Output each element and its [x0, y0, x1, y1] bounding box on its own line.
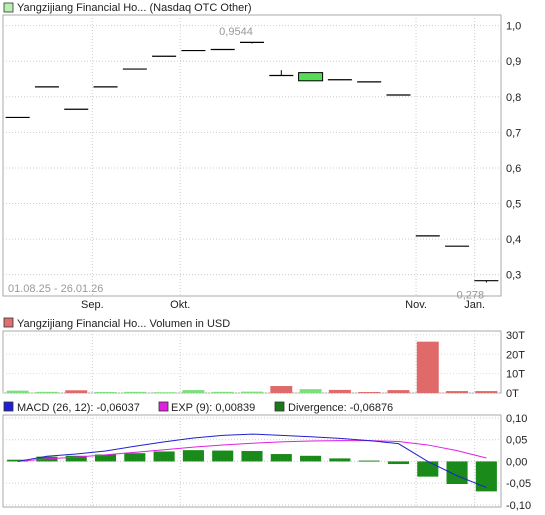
volume-y-tick: 30T	[506, 330, 525, 342]
divergence-bar	[300, 455, 322, 462]
price-panel-frame	[2, 14, 502, 297]
divergence-bar	[212, 450, 234, 462]
divergence-bar	[94, 454, 117, 462]
divergence-bar	[65, 455, 87, 462]
chart-marks	[5, 41, 499, 492]
volume-legend: Yangzijiang Financial Ho... Volumen in U…	[3, 317, 230, 330]
price-annotation: 0,9544	[219, 26, 253, 38]
divergence-legend-label: Divergence: -0,06876	[288, 402, 393, 414]
volume-bar	[123, 391, 146, 393]
divergence-bar	[358, 460, 380, 462]
volume-y-tick: 10T	[506, 369, 525, 381]
macd-y-tick: 0,10	[506, 413, 527, 425]
price-y-tick: 0,9	[506, 56, 521, 68]
macd-legend-swatch	[3, 401, 14, 412]
price-y-tick: 1,0	[506, 21, 521, 33]
divergence-bar	[182, 450, 204, 462]
price-y-tick: 0,5	[506, 199, 521, 211]
price-annotation: 0,278	[457, 289, 485, 301]
volume-legend-label: Yangzijiang Financial Ho... Volumen in U…	[17, 318, 230, 330]
volume-bar	[387, 390, 410, 393]
divergence-legend-swatch	[274, 401, 285, 412]
volume-bar	[299, 389, 322, 393]
volume-legend-swatch	[3, 317, 14, 328]
volume-bar	[446, 391, 469, 393]
volume-bar	[182, 390, 205, 393]
volume-bar	[475, 391, 498, 393]
divergence-bar	[387, 461, 410, 465]
volume-bar	[153, 392, 176, 393]
price-y-tick: 0,8	[506, 92, 521, 104]
volume-y-tick: 20T	[506, 349, 525, 361]
divergence-bar	[153, 451, 175, 462]
exp-legend-label: EXP (9): 0,00839	[171, 402, 255, 414]
macd-y-tick: 0,05	[506, 435, 527, 447]
volume-bar	[6, 390, 29, 393]
volume-bar	[65, 390, 88, 393]
macd-legend-label: MACD (26, 12): -0,06037	[17, 402, 140, 414]
x-tick-label: Sep.	[81, 299, 104, 311]
price-legend: Yangzijiang Financial Ho... (Nasdaq OTC …	[3, 2, 252, 14]
x-tick-label: Nov.	[405, 299, 427, 311]
macd-y-tick: 0,00	[506, 456, 527, 468]
divergence-bar	[446, 461, 468, 484]
price-y-tick: 0,3	[506, 270, 521, 282]
divergence-bar	[241, 451, 263, 462]
price-y-tick: 0,4	[506, 234, 521, 246]
divergence-bar	[270, 454, 292, 462]
volume-y-tick: 0T	[506, 388, 519, 400]
volume-bar	[328, 389, 351, 393]
candle-body	[298, 72, 324, 82]
divergence-bar	[417, 461, 439, 477]
price-legend-label: Yangzijiang Financial Ho... (Nasdaq OTC …	[17, 2, 252, 14]
volume-bar	[416, 341, 439, 393]
macd-line	[17, 433, 487, 488]
date-range-label: 01.08.25 - 26.01.26	[8, 283, 103, 295]
price-y-tick: 0,6	[506, 163, 521, 175]
divergence-bar	[329, 458, 351, 462]
volume-bar	[35, 391, 58, 393]
volume-bar	[94, 392, 117, 393]
macd-legend: MACD (26, 12): -0,06037 EXP (9): 0,00839…	[3, 401, 393, 414]
price-legend-swatch	[3, 2, 14, 13]
divergence-bar	[475, 461, 497, 492]
volume-bar	[358, 392, 381, 393]
macd-y-tick: -0,10	[506, 500, 531, 512]
volume-bar	[241, 391, 263, 393]
volume-bar	[211, 391, 234, 393]
divergence-bar	[7, 459, 29, 462]
price-y-tick: 0,7	[506, 127, 521, 139]
x-tick-label: Okt.	[170, 299, 190, 311]
exp-legend-swatch	[158, 401, 169, 412]
axis-labels: 1,0 0,9 0,8 0,7 0,6 0,5 0,4 0,3 Sep. Okt. Nov. Jan.…	[81, 21, 531, 512]
macd-y-tick: -0,05	[506, 478, 531, 490]
x-tick-label: Jan.	[464, 299, 485, 311]
volume-bar	[270, 386, 293, 393]
divergence-bar	[124, 453, 146, 462]
exp-line	[17, 440, 487, 462]
